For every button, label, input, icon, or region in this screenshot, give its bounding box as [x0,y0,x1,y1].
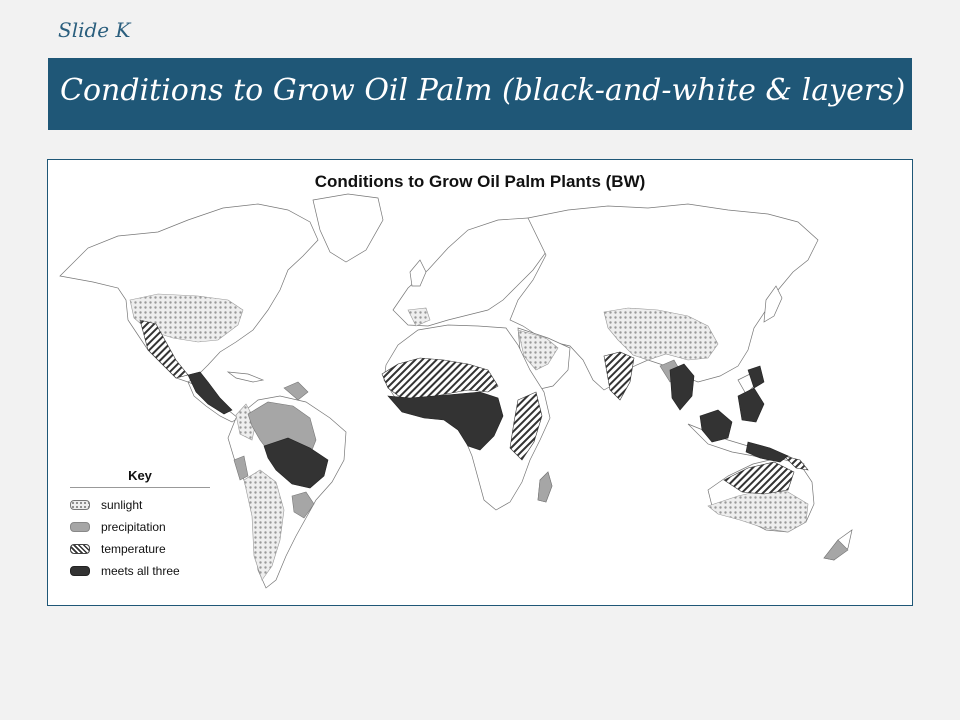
title-bar: Conditions to Grow Oil Palm (black-and-w… [48,58,912,130]
meets-all-three-zones [187,363,789,489]
key-item-all: meets all three [70,560,210,582]
slide-title: Conditions to Grow Oil Palm (black-and-w… [60,73,906,108]
map-key: Key sunlight precipitation temperature m… [70,468,210,582]
key-label-sunlight: sunlight [101,498,143,512]
all-three-swatch [70,566,90,576]
sunlight-swatch [70,500,90,510]
key-label-all: meets all three [101,564,180,578]
key-item-sunlight: sunlight [70,494,210,516]
key-label-temperature: temperature [101,542,166,556]
slide-label: Slide K [58,18,131,42]
key-item-precipitation: precipitation [70,516,210,538]
key-item-temperature: temperature [70,538,210,560]
precipitation-swatch [70,522,90,532]
key-label-precipitation: precipitation [101,520,166,534]
temperature-zones [139,319,809,495]
key-title: Key [70,468,210,488]
temperature-swatch [70,544,90,554]
map-title: Conditions to Grow Oil Palm Plants (BW) [314,172,646,191]
world-map [59,193,853,589]
map-figure: Conditions to Grow Oil Palm Plants (BW) [47,159,913,606]
